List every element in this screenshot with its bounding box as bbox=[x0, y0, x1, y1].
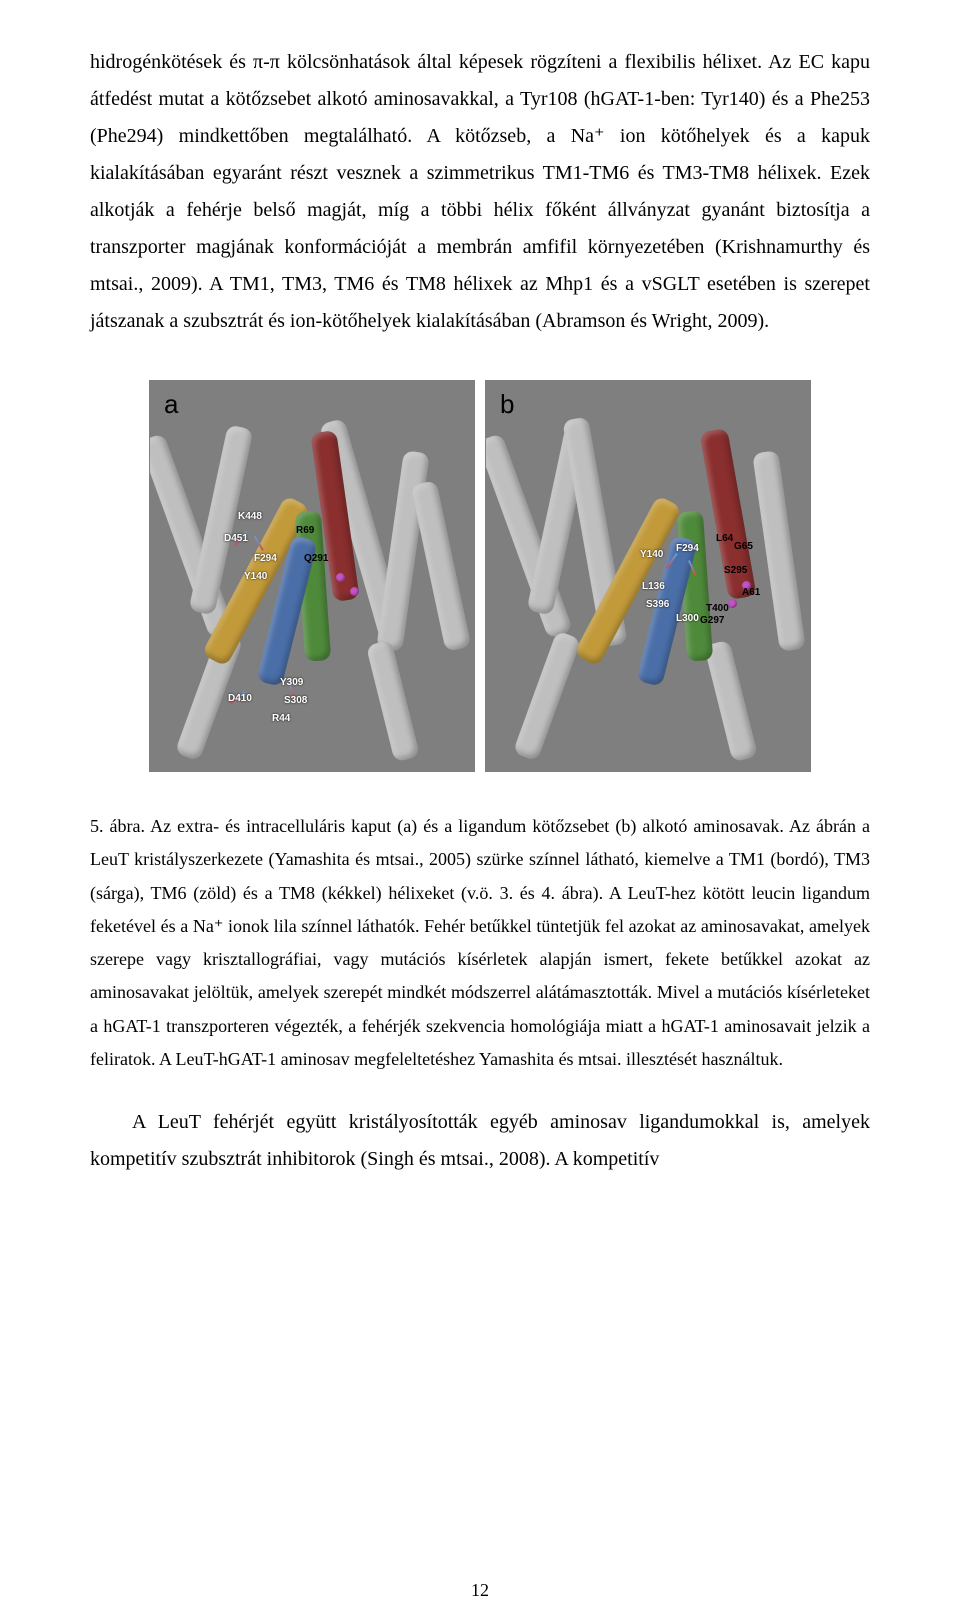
residue-label: L300 bbox=[676, 613, 699, 624]
helix-scaffold bbox=[376, 450, 430, 652]
figure-caption: 5. ábra. Az extra- és intracelluláris ka… bbox=[90, 810, 870, 1076]
paragraph-body-2: A LeuT fehérjét együtt kristályosították… bbox=[90, 1104, 870, 1178]
residue-label: K448 bbox=[238, 511, 262, 522]
figure-panel-a: a K448 D451 F294 bbox=[149, 380, 475, 772]
residue-label: G65 bbox=[734, 541, 753, 552]
residue-label: D410 bbox=[228, 693, 252, 704]
helix-scaffold bbox=[752, 450, 806, 652]
helix-scaffold bbox=[704, 640, 758, 763]
na-ion bbox=[350, 587, 359, 596]
panel-letter-b: b bbox=[500, 389, 514, 420]
residue-label: L64 bbox=[716, 533, 733, 544]
residue-label: S308 bbox=[284, 695, 307, 706]
helix-scaffold bbox=[513, 630, 582, 761]
residue-label: F294 bbox=[676, 543, 699, 554]
residue-label: A61 bbox=[742, 587, 760, 598]
residue-label: R69 bbox=[296, 525, 314, 536]
residue-label: S295 bbox=[724, 565, 747, 576]
residue-label: Y309 bbox=[280, 677, 303, 688]
helix-scaffold bbox=[366, 640, 420, 763]
page-number: 12 bbox=[0, 1580, 960, 1601]
figure-5: a K448 D451 F294 bbox=[90, 380, 870, 772]
residue-label: Y140 bbox=[640, 549, 663, 560]
helix-scaffold bbox=[411, 480, 472, 652]
na-ion bbox=[336, 573, 345, 582]
residue-label: Y140 bbox=[244, 571, 267, 582]
page: hidrogénkötések és π-π kölcsönhatások ál… bbox=[0, 0, 960, 1619]
figure-panel-b: b Y140 F294 L136 S396 L300 L64 G65 S295 … bbox=[485, 380, 811, 772]
na-ion bbox=[728, 599, 737, 608]
paragraph-body-1: hidrogénkötések és π-π kölcsönhatások ál… bbox=[90, 44, 870, 340]
residue-label: Q291 bbox=[304, 553, 328, 564]
residue-label: R44 bbox=[272, 713, 290, 724]
residue-label: L136 bbox=[642, 581, 665, 592]
residue-label: F294 bbox=[254, 553, 277, 564]
panel-letter-a: a bbox=[164, 389, 178, 420]
residue-label: S396 bbox=[646, 599, 669, 610]
residue-label: D451 bbox=[224, 533, 248, 544]
residue-label: T400 bbox=[706, 603, 729, 614]
residue-label: G297 bbox=[700, 615, 724, 626]
